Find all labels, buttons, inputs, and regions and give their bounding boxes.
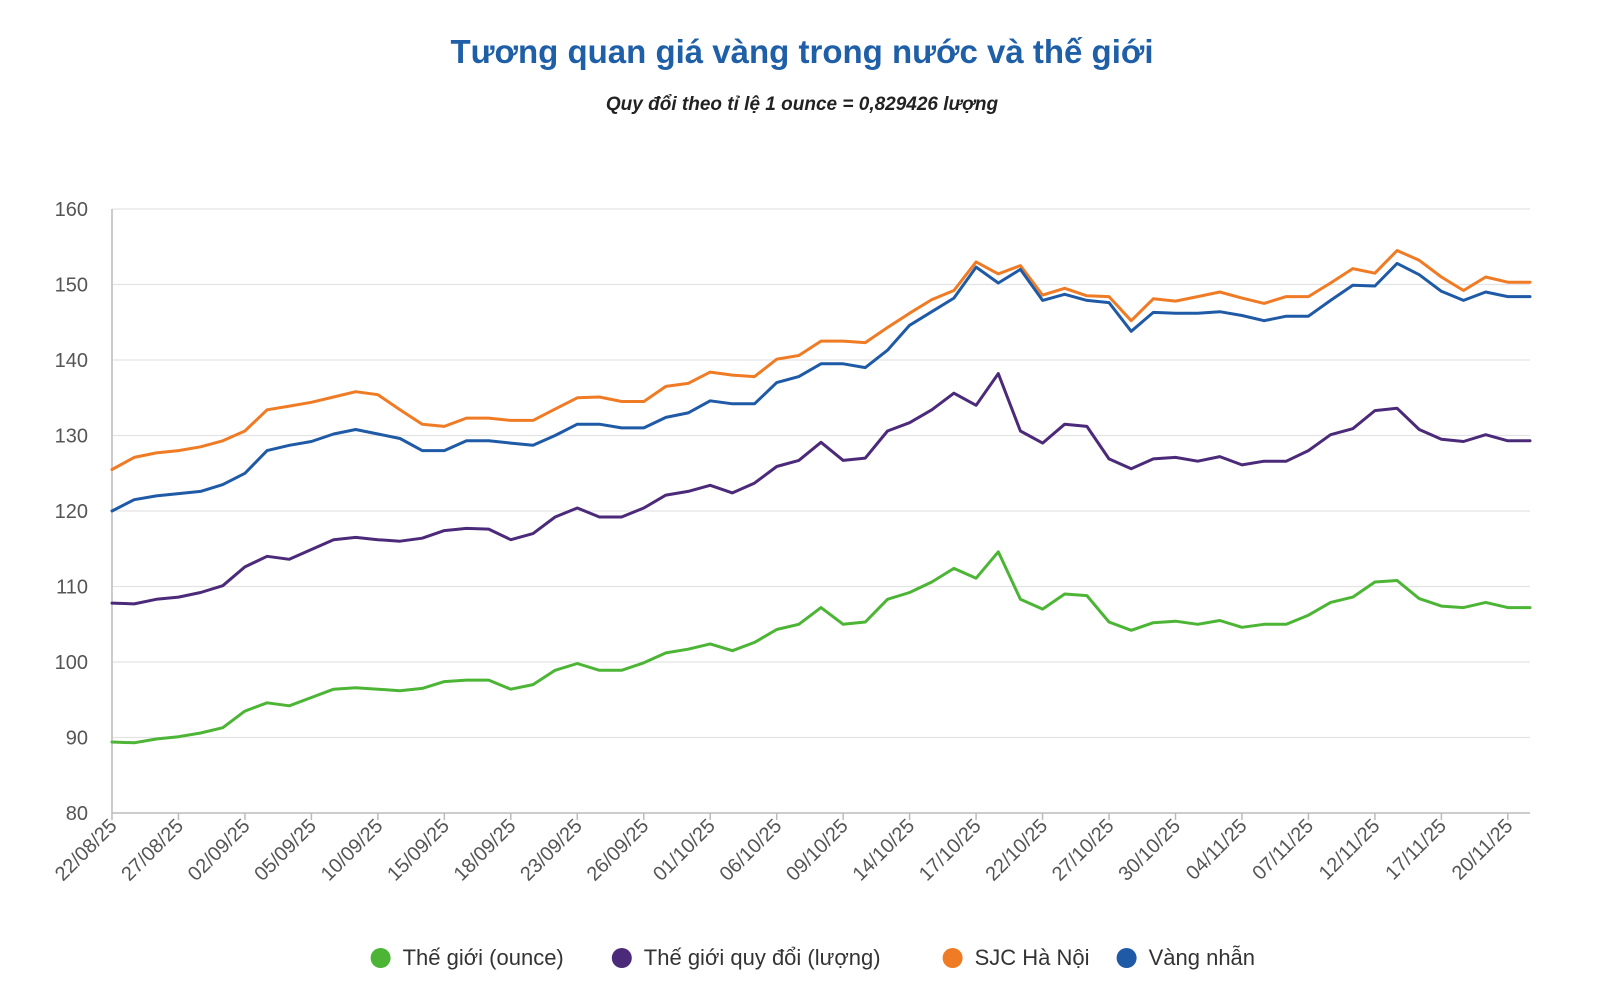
x-tick-label: 20/11/25 bbox=[1448, 815, 1518, 885]
legend-label: SJC Hà Nội bbox=[975, 945, 1090, 970]
x-tick-label: 10/09/25 bbox=[317, 815, 388, 886]
y-tick-label: 100 bbox=[55, 652, 88, 674]
legend-marker bbox=[1116, 948, 1137, 968]
x-tick-label: 01/10/25 bbox=[649, 815, 720, 886]
series-line-4 bbox=[110, 261, 1532, 513]
y-tick-label: 90 bbox=[66, 728, 88, 750]
y-tick-label: 140 bbox=[55, 350, 88, 372]
x-tick-label: 27/10/25 bbox=[1048, 815, 1119, 886]
y-tick-label: 150 bbox=[55, 275, 88, 297]
y-tick-label: 130 bbox=[55, 426, 88, 448]
series-lines bbox=[110, 249, 1532, 745]
legend-label: Vàng nhẫn bbox=[1149, 945, 1255, 970]
legend-marker bbox=[370, 948, 391, 968]
chart-title: Tương quan giá vàng trong nước và thế gi… bbox=[450, 33, 1153, 70]
legend-label: Thế giới (ounce) bbox=[403, 945, 564, 970]
legend-marker bbox=[942, 948, 963, 968]
x-tick-label: 26/09/25 bbox=[583, 815, 654, 886]
x-tick-label: 22/10/25 bbox=[981, 815, 1052, 886]
legend-marker bbox=[611, 948, 632, 968]
x-tick-label: 14/10/25 bbox=[849, 815, 920, 886]
chart-subtitle: Quy đổi theo tỉ lệ 1 ounce = 0,829426 lư… bbox=[606, 94, 999, 115]
y-axis: 80 90 100 110 120 130 140 150 160 bbox=[55, 199, 113, 825]
x-tick-label: 23/09/25 bbox=[516, 815, 587, 886]
series-line-2 bbox=[110, 372, 1532, 606]
series-line-1 bbox=[110, 550, 1532, 745]
x-tick-label: 12/11/25 bbox=[1315, 815, 1385, 885]
x-tick-label: 04/11/25 bbox=[1182, 815, 1252, 885]
legend-item-2[interactable]: Thế giới quy đổi (lượng) bbox=[611, 945, 881, 970]
x-tick-label: 22/08/25 bbox=[51, 815, 122, 886]
legend: Thế giới (ounce) Thế giới quy đổi (lượng)… bbox=[370, 945, 1255, 970]
x-tick-label: 30/10/25 bbox=[1114, 815, 1185, 886]
x-tick-label: 17/10/25 bbox=[915, 815, 986, 886]
x-tick-label: 17/11/25 bbox=[1381, 815, 1451, 885]
x-tick-label: 18/09/25 bbox=[450, 815, 521, 886]
y-tick-label: 160 bbox=[55, 199, 88, 221]
legend-item-3[interactable]: SJC Hà Nội bbox=[942, 945, 1090, 970]
y-tick-label: 110 bbox=[56, 577, 88, 599]
x-tick-label: 06/10/25 bbox=[716, 815, 787, 886]
x-tick-label: 09/10/25 bbox=[782, 815, 853, 886]
legend-item-4[interactable]: Vàng nhẫn bbox=[1116, 945, 1255, 970]
x-tick-label: 15/09/25 bbox=[383, 815, 454, 886]
x-tick-label: 07/11/25 bbox=[1248, 815, 1318, 885]
y-tick-label: 120 bbox=[55, 501, 88, 523]
x-tick-label: 02/09/25 bbox=[184, 815, 255, 886]
gridlines bbox=[112, 208, 1530, 739]
y-tick-label: 80 bbox=[66, 803, 88, 825]
x-axis: 22/08/2527/08/2502/09/2505/09/2510/09/25… bbox=[51, 812, 1530, 886]
x-tick-label: 27/08/25 bbox=[117, 815, 188, 886]
x-tick-label: 05/09/25 bbox=[250, 815, 321, 886]
series-line-3 bbox=[110, 249, 1532, 471]
legend-label: Thế giới quy đổi (lượng) bbox=[644, 945, 881, 970]
legend-item-1[interactable]: Thế giới (ounce) bbox=[370, 945, 564, 970]
